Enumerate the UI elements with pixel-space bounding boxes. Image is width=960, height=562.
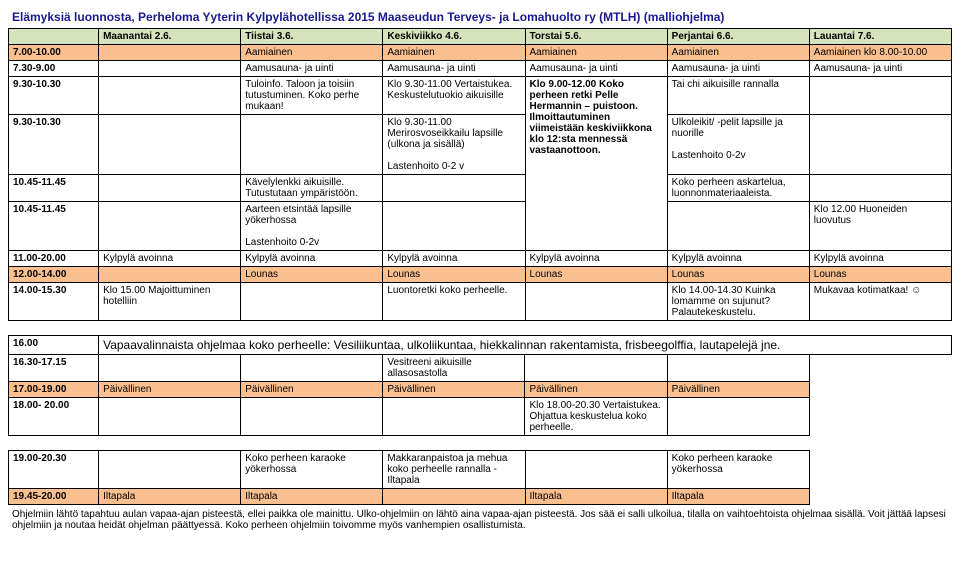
time-cell: 7.00-10.00 (9, 45, 99, 61)
cell: Aamusauna- ja uinti (241, 61, 383, 77)
day-tue: Tiistai 3.6. (241, 29, 383, 45)
day-mon: Maanantai 2.6. (99, 29, 241, 45)
day-sat: Lauantai 7.6. (809, 29, 951, 45)
cell: Lounas (667, 267, 809, 283)
cell: Vesitreeni aikuisille allasosastolla (383, 355, 525, 382)
cell: Aamusauna- ja uinti (809, 61, 951, 77)
time-cell: 18.00- 20.00 (9, 398, 99, 436)
cell: Kylpylä avoinna (383, 251, 525, 267)
row-supper: 19.45-20.00 Iltapala Iltapala Iltapala I… (9, 489, 952, 505)
schedule-table-afternoon: 16.00 Vapaavalinnaista ohjelmaa koko per… (8, 335, 952, 436)
table-row: 14.00-15.30 Klo 15.00 Majoittuminen hote… (9, 283, 952, 321)
time-cell: 9.30-10.30 (9, 77, 99, 115)
cell: Aamusauna- ja uinti (383, 61, 525, 77)
cell: Lounas (809, 267, 951, 283)
time-cell: 16.00 (9, 336, 99, 355)
cell: Tai chi aikuisille rannalla (667, 77, 809, 115)
row-dinner: 17.00-19.00 Päivällinen Päivällinen Päiv… (9, 382, 952, 398)
cell: Aamiainen (667, 45, 809, 61)
cell: Klo 18.00-20.30 Vertaistukea. Ohjattua k… (525, 398, 667, 436)
cell: Aamiainen (241, 45, 383, 61)
cell: Päivällinen (667, 382, 809, 398)
cell: Makkaranpaistoa ja mehua koko perheelle … (383, 451, 525, 489)
day-fri: Perjantai 6.6. (667, 29, 809, 45)
row-lunch: 12.00-14.00 Lounas Lounas Lounas Lounas … (9, 267, 952, 283)
table-row: 19.00-20.30 Koko perheen karaoke yökerho… (9, 451, 952, 489)
cell: Vapaavalinnaista ohjelmaa koko perheelle… (99, 336, 952, 355)
cell: Mukavaa kotimatkaa! ☺ (809, 283, 951, 321)
cell: Lounas (383, 267, 525, 283)
cell: Koko perheen karaoke yökerhossa (241, 451, 383, 489)
cell: Aamusauna- ja uinti (525, 61, 667, 77)
time-cell: 7.30-9.00 (9, 61, 99, 77)
time-cell: 10.45-11.45 (9, 202, 99, 251)
cell: Lounas (241, 267, 383, 283)
table-row: 10.45-11.45 Aarteen etsintää lapsille yö… (9, 202, 952, 251)
time-cell: 19.00-20.30 (9, 451, 99, 489)
row-spa: 11.00-20.00 Kylpylä avoinna Kylpylä avoi… (9, 251, 952, 267)
cell: Iltapala (525, 489, 667, 505)
cell: Päivällinen (241, 382, 383, 398)
cell: Klo 14.00-14.30 Kuinka lomamme on sujunu… (667, 283, 809, 321)
cell: Päivällinen (383, 382, 525, 398)
page-title: Elämyksiä luonnosta, Perheloma Yyterin K… (8, 8, 952, 28)
table-row: 18.00- 20.00 Klo 18.00-20.30 Vertaistuke… (9, 398, 952, 436)
cell: Iltapala (241, 489, 383, 505)
cell: Aamiainen klo 8.00-10.00 (809, 45, 951, 61)
cell: Ulkoleikit/ -pelit lapsille ja nuorille … (667, 115, 809, 175)
time-cell: 12.00-14.00 (9, 267, 99, 283)
row-free: 16.00 Vapaavalinnaista ohjelmaa koko per… (9, 336, 952, 355)
cell: Kylpylä avoinna (809, 251, 951, 267)
time-cell: 17.00-19.00 (9, 382, 99, 398)
table-row: 16.30-17.15 Vesitreeni aikuisille allaso… (9, 355, 952, 382)
cell: Kylpylä avoinna (241, 251, 383, 267)
cell: Päivällinen (525, 382, 667, 398)
row-sauna: 7.30-9.00 Aamusauna- ja uinti Aamusauna-… (9, 61, 952, 77)
schedule-table-evening: 19.00-20.30 Koko perheen karaoke yökerho… (8, 450, 952, 505)
cell: Aamusauna- ja uinti (667, 61, 809, 77)
table-row: 9.30-10.30 Klo 9.30-11.00 Merirosvoseikk… (9, 115, 952, 175)
cell: Lounas (525, 267, 667, 283)
time-cell: 16.30-17.15 (9, 355, 99, 382)
time-cell: 14.00-15.30 (9, 283, 99, 321)
table-row: 9.30-10.30 Tuloinfo. Taloon ja toisiin t… (9, 77, 952, 115)
cell: Iltapala (667, 489, 809, 505)
cell: Klo 9.00-12.00 Koko perheen retki Pelle … (525, 77, 667, 251)
cell: Koko perheen askartelua, luonnonmateriaa… (667, 175, 809, 202)
cell: Kylpylä avoinna (525, 251, 667, 267)
cell: Klo 15.00 Majoittuminen hotelliin (99, 283, 241, 321)
cell: Päivällinen (99, 382, 241, 398)
cell: Kylpylä avoinna (99, 251, 241, 267)
day-wed: Keskiviikko 4.6. (383, 29, 525, 45)
cell: Kylpylä avoinna (667, 251, 809, 267)
schedule-table-main: Maanantai 2.6. Tiistai 3.6. Keskiviikko … (8, 28, 952, 321)
cell: Klo 9.30-11.00 Merirosvoseikkailu lapsil… (383, 115, 525, 175)
row-breakfast: 7.00-10.00 Aamiainen Aamiainen Aamiainen… (9, 45, 952, 61)
table-row: 10.45-11.45 Kävelylenkki aikuisille. Tut… (9, 175, 952, 202)
time-cell: 9.30-10.30 (9, 115, 99, 175)
cell: Klo 9.30-11.00 Vertaistukea. Keskustelut… (383, 77, 525, 115)
cell: Iltapala (99, 489, 241, 505)
cell: Luontoretki koko perheelle. (383, 283, 525, 321)
time-cell: 11.00-20.00 (9, 251, 99, 267)
cell: Aarteen etsintää lapsille yökerhossa Las… (241, 202, 383, 251)
time-cell: 19.45-20.00 (9, 489, 99, 505)
day-thu: Torstai 5.6. (525, 29, 667, 45)
header-row: Maanantai 2.6. Tiistai 3.6. Keskiviikko … (9, 29, 952, 45)
cell: Koko perheen karaoke yökerhossa (667, 451, 809, 489)
cell: Kävelylenkki aikuisille. Tutustutaan ymp… (241, 175, 383, 202)
cell: Tuloinfo. Taloon ja toisiin tutustuminen… (241, 77, 383, 115)
cell: Klo 12.00 Huoneiden luovutus (809, 202, 951, 251)
cell: Aamiainen (525, 45, 667, 61)
cell: Aamiainen (383, 45, 525, 61)
footer-note: Ohjelmiin lähtö tapahtuu aulan vapaa-aja… (8, 505, 952, 535)
time-cell: 10.45-11.45 (9, 175, 99, 202)
